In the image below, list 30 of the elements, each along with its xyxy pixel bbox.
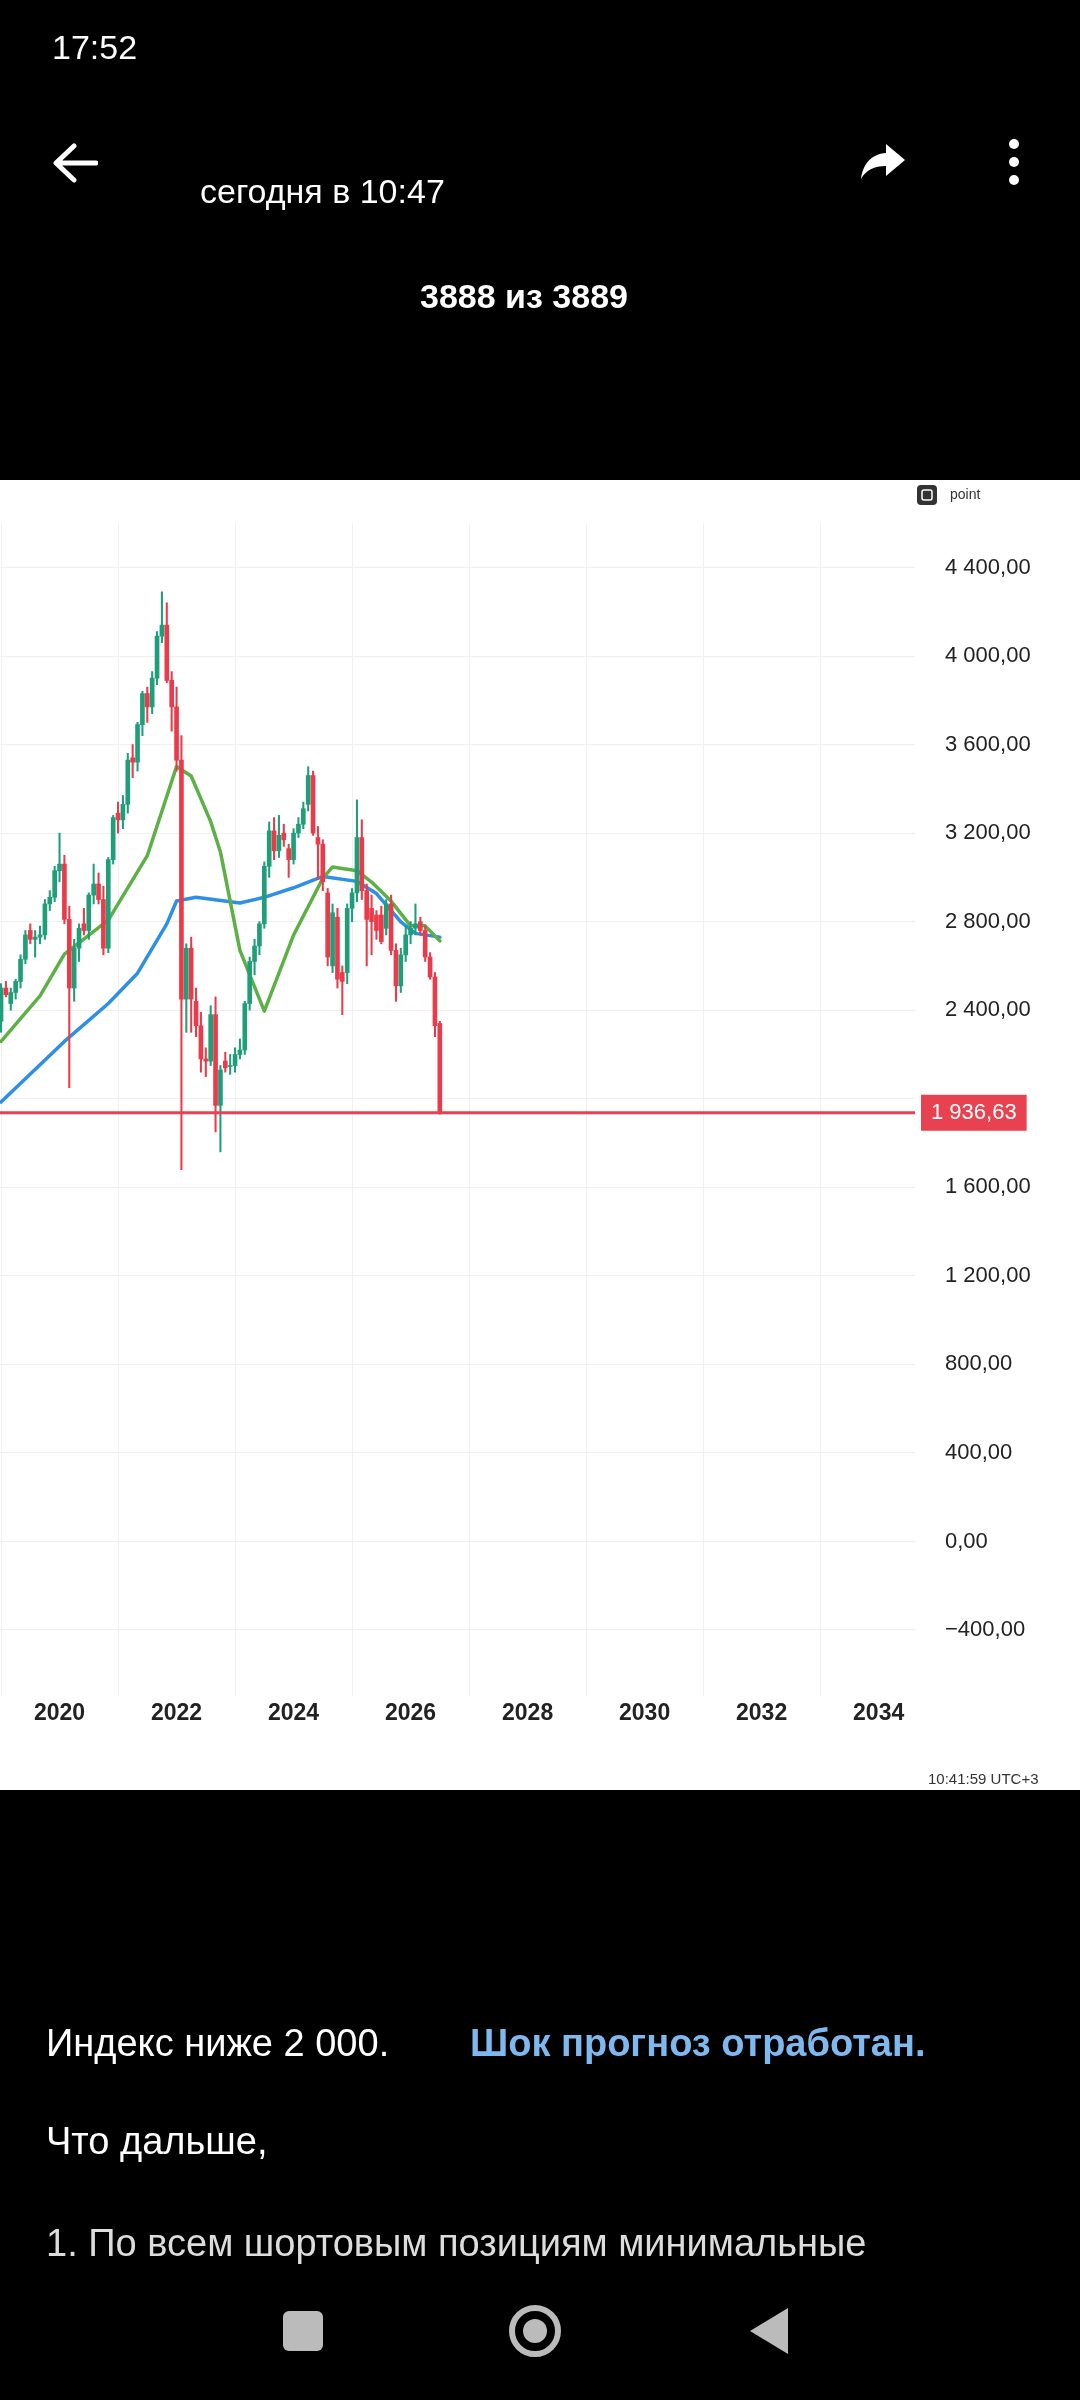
y-tick-label: 2 400,00 — [945, 996, 1031, 1022]
x-tick-label: 2026 — [384, 1698, 437, 1725]
x-tick-label: 2022 — [150, 1698, 203, 1725]
y-tick-label: 800,00 — [945, 1350, 1013, 1376]
text: 10:41:59 UTC+3 — [928, 1770, 1039, 1787]
y-tick-label: 3 200,00 — [945, 819, 1031, 845]
text: Что дальше, — [46, 2120, 268, 2163]
y-tick-label: 0,00 — [945, 1527, 988, 1553]
text: 17:52 — [52, 28, 138, 67]
y-tick-label: 4 000,00 — [945, 642, 1031, 668]
text: Шок прогноз отработан. — [470, 2022, 926, 2065]
text: сегодня в 10:47 — [200, 172, 445, 211]
text: Индекс ниже 2 000. — [46, 2022, 390, 2065]
text: point — [950, 486, 981, 502]
y-tick-label: −400,00 — [945, 1616, 1026, 1642]
x-tick-label: 2024 — [267, 1698, 320, 1725]
x-tick-label: 2034 — [853, 1698, 905, 1725]
y-tick-label: 4 400,00 — [945, 553, 1031, 579]
x-tick-label: 2020 — [33, 1698, 86, 1725]
y-tick-label: 3 600,00 — [945, 730, 1031, 756]
x-tick-label: 2030 — [619, 1698, 671, 1725]
x-tick-label: 2032 — [736, 1698, 788, 1725]
text: 3888 из 3889 — [420, 277, 628, 316]
x-tick-label: 2028 — [502, 1698, 554, 1725]
y-tick-label: 400,00 — [945, 1438, 1013, 1464]
ref-line-label: 1 936,63 — [931, 1098, 1017, 1124]
y-tick-label: 2 800,00 — [945, 907, 1031, 933]
text: 1. По всем шортовым позициям минимальные — [46, 2222, 867, 2265]
y-tick-label: 1 200,00 — [945, 1261, 1031, 1287]
y-tick-label: 1 600,00 — [945, 1173, 1031, 1199]
